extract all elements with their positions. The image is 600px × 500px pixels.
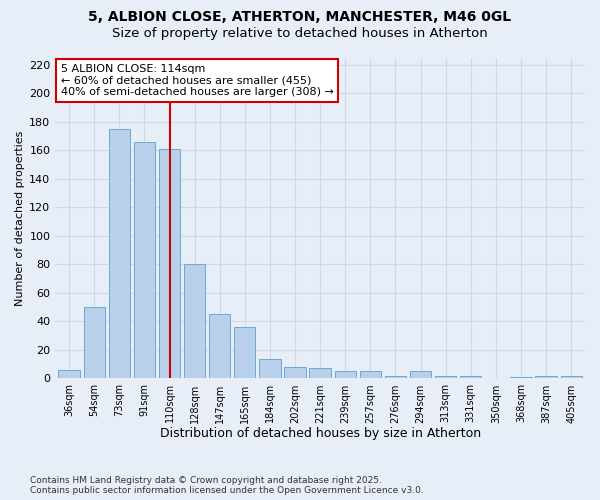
Bar [184,264,205,378]
Bar [335,372,356,378]
Y-axis label: Number of detached properties: Number of detached properties [15,130,25,306]
Bar [560,376,582,378]
X-axis label: Distribution of detached houses by size in Atherton: Distribution of detached houses by size … [160,427,481,440]
Bar [109,129,130,378]
Text: Contains HM Land Registry data © Crown copyright and database right 2025.
Contai: Contains HM Land Registry data © Crown c… [30,476,424,495]
Bar [83,307,105,378]
Text: 5 ALBION CLOSE: 114sqm
← 60% of detached houses are smaller (455)
40% of semi-de: 5 ALBION CLOSE: 114sqm ← 60% of detached… [61,64,334,97]
Bar [359,372,381,378]
Bar [310,368,331,378]
Bar [234,327,256,378]
Bar [435,376,457,378]
Bar [58,370,80,378]
Text: 5, ALBION CLOSE, ATHERTON, MANCHESTER, M46 0GL: 5, ALBION CLOSE, ATHERTON, MANCHESTER, M… [88,10,512,24]
Bar [410,372,431,378]
Bar [159,149,180,378]
Bar [535,376,557,378]
Bar [209,314,230,378]
Bar [134,142,155,378]
Bar [511,377,532,378]
Bar [259,358,281,378]
Bar [284,367,306,378]
Text: Size of property relative to detached houses in Atherton: Size of property relative to detached ho… [112,28,488,40]
Bar [385,376,406,378]
Bar [460,376,481,378]
